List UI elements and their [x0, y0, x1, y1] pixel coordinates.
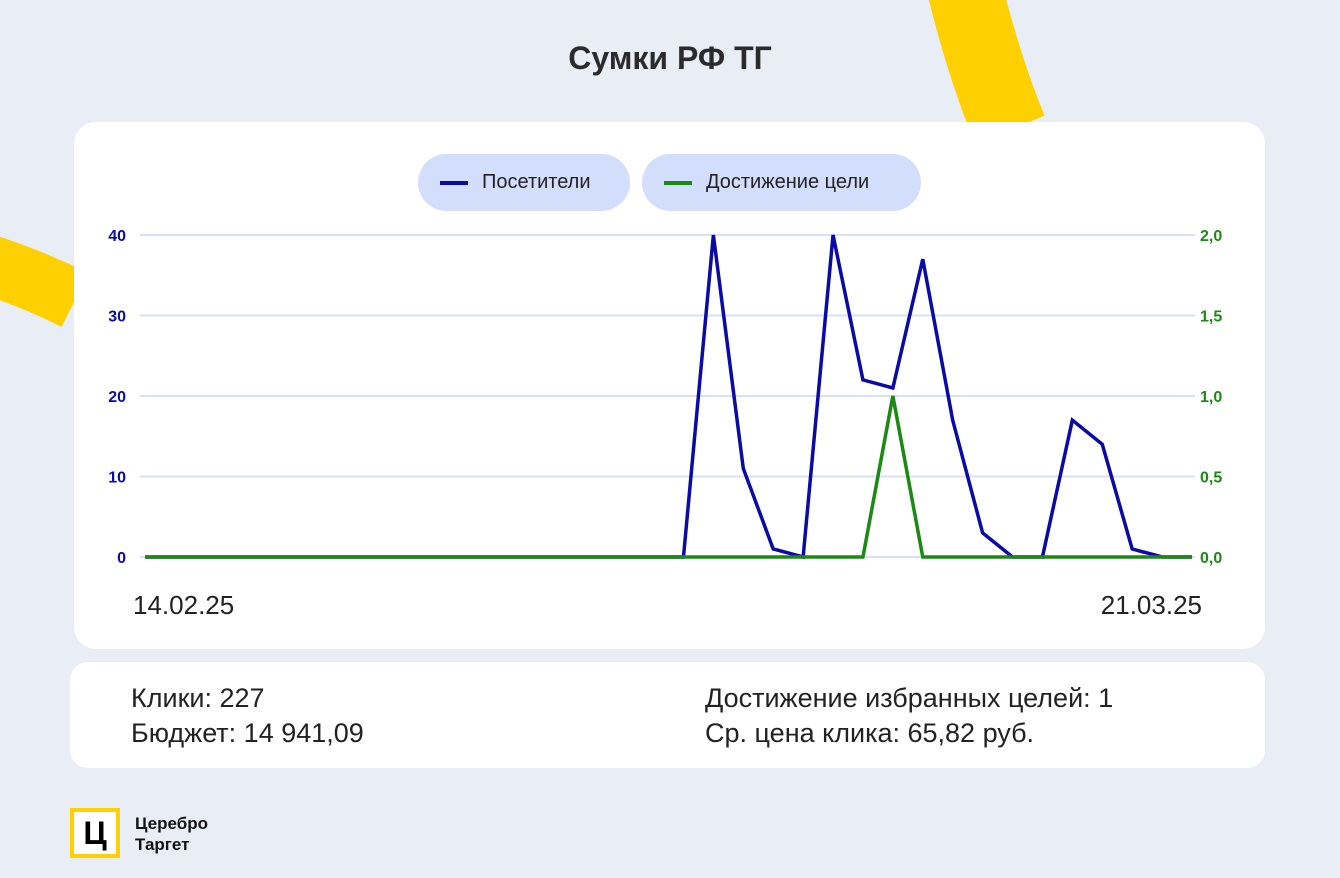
y-left-tick-label: 40 — [108, 228, 126, 245]
legend-label: Посетители — [482, 171, 591, 193]
logo-line2: Таргет — [135, 835, 190, 854]
cpc-stat: Ср. цена клика: 65,82 руб. — [705, 718, 1035, 748]
goals-stat: Достижение избранных целей: 1 — [705, 683, 1114, 713]
legend-swatch — [440, 180, 468, 185]
y-right-tick-label: 1,0 — [1200, 389, 1222, 406]
logo-mark: Ц — [70, 808, 120, 858]
y-right-tick-label: 2,0 — [1200, 228, 1222, 245]
y-right-tick-label: 0,0 — [1200, 550, 1222, 567]
clicks-stat: Клики: 227 — [131, 683, 265, 713]
x-tick-label: 14.02.25 — [133, 590, 234, 620]
legend-label: Достижение цели — [706, 171, 870, 193]
budget-stat: Бюджет: 14 941,09 — [131, 718, 364, 748]
legend-swatch — [664, 180, 692, 185]
y-right-tick-label: 0,5 — [1200, 470, 1222, 487]
logo-line1: Церебро — [135, 814, 208, 833]
y-right-tick-label: 1,5 — [1200, 309, 1222, 326]
y-left-tick-label: 20 — [108, 389, 126, 406]
logo-text: Церебро Таргет — [135, 813, 208, 855]
y-left-tick-label: 30 — [108, 309, 126, 326]
stats-card — [70, 662, 1265, 768]
legend-item-visitors[interactable]: Посетители — [418, 154, 630, 211]
legend-item-goals[interactable]: Достижение цели — [642, 154, 921, 211]
y-left-tick-label: 0 — [117, 550, 126, 567]
x-tick-label: 21.03.25 — [1101, 590, 1202, 620]
series-line-goals — [145, 395, 1192, 559]
page-title: Сумки РФ ТГ — [568, 40, 772, 76]
y-left-tick-label: 10 — [108, 470, 126, 487]
